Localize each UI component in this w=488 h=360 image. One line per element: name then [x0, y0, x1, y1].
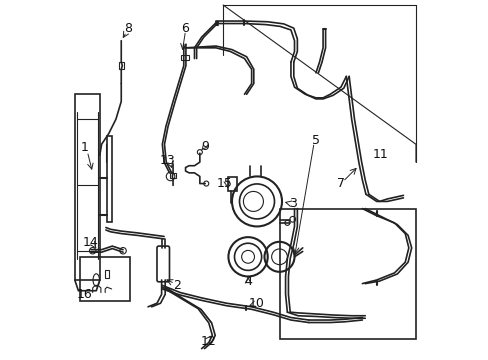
Text: 13: 13 — [160, 154, 175, 167]
Bar — [80, 257, 130, 301]
Text: 9: 9 — [201, 140, 209, 153]
Text: 1: 1 — [81, 141, 88, 154]
Bar — [181, 55, 188, 60]
Text: 5: 5 — [311, 134, 319, 147]
Text: 12: 12 — [201, 335, 216, 348]
Text: 11: 11 — [371, 148, 387, 162]
Text: 7: 7 — [336, 177, 344, 190]
Bar — [280, 208, 415, 339]
Text: 15: 15 — [217, 177, 232, 190]
Bar — [75, 94, 100, 280]
Bar — [107, 136, 112, 222]
Text: 6: 6 — [181, 22, 189, 35]
Text: 16: 16 — [77, 288, 92, 301]
Text: 3: 3 — [288, 197, 296, 210]
Text: 14: 14 — [83, 236, 99, 249]
Text: 8: 8 — [124, 22, 132, 35]
Bar — [170, 173, 176, 178]
Text: 10: 10 — [248, 297, 264, 310]
Bar — [105, 270, 109, 278]
Text: 2: 2 — [173, 279, 181, 292]
Bar — [119, 62, 123, 69]
Bar — [228, 177, 237, 191]
Text: 4: 4 — [244, 275, 251, 288]
